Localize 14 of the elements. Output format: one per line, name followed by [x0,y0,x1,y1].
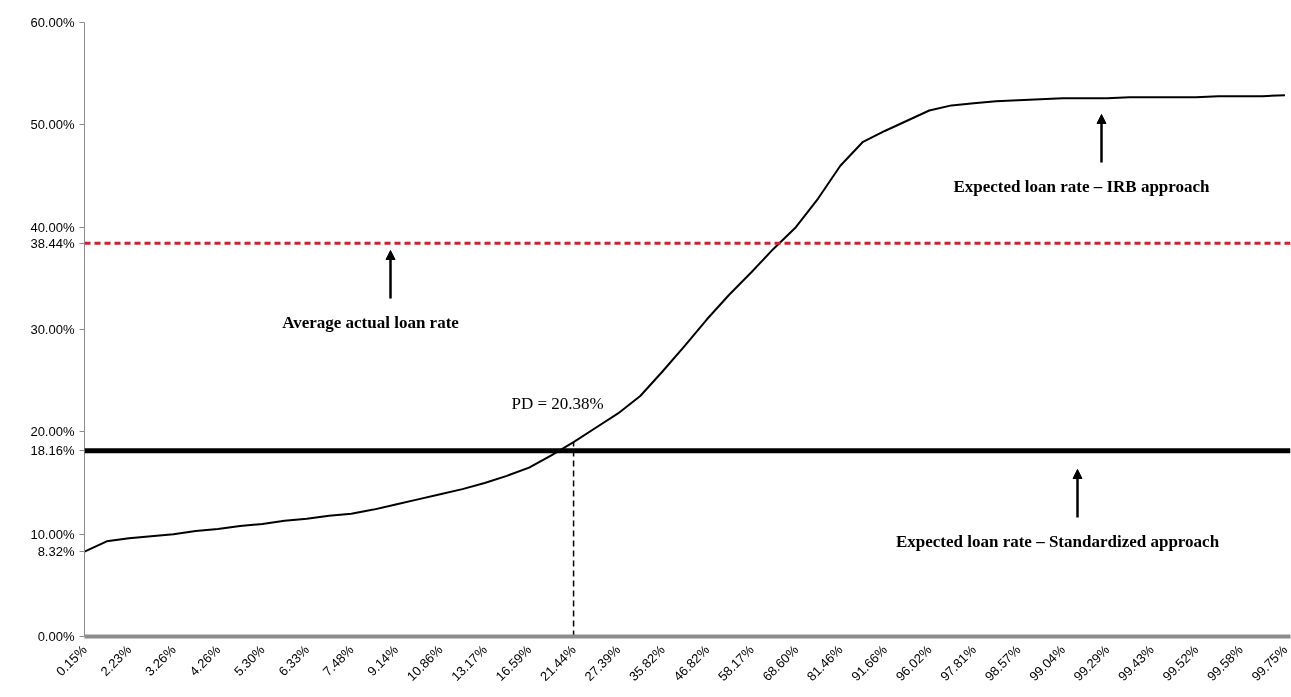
y-tick-label: 60.00% [30,15,75,30]
y-tick-label: 38.44% [30,235,75,251]
annotation: PD = 20.38% [511,393,604,413]
annotation: Average actual loan rate [282,313,460,332]
annotation: Expected loan rate – IRB approach [953,177,1211,196]
y-tick-label: 50.00% [30,117,75,133]
y-tick-label: 20.00% [30,424,75,440]
y-tick-label: 8.32% [37,543,75,559]
y-tick-label: 10.00% [30,526,75,542]
y-tick-label: 18.16% [30,443,75,459]
y-tick-label: 30.00% [30,322,75,337]
y-tick-label: 40.00% [30,219,75,235]
annotation: Expected loan rate – Standardized approach [895,532,1220,551]
y-tick-label: 0.00% [37,629,75,644]
